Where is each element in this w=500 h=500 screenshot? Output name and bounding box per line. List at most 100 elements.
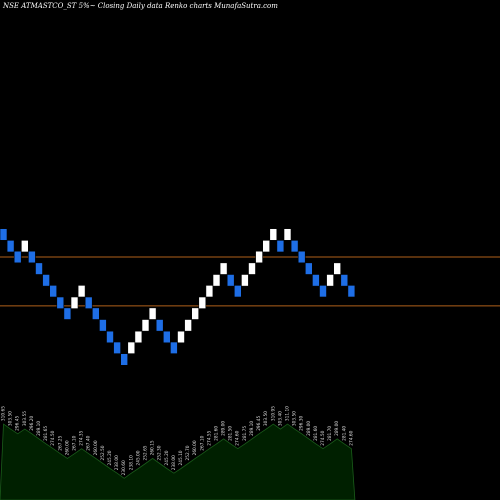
- volume-label: 245.00: [135, 450, 141, 465]
- volume-label: 281.75: [242, 426, 248, 441]
- volume-label: 281.65: [43, 426, 49, 441]
- volume-label: 296.45: [15, 415, 21, 430]
- brick-down: [84, 296, 93, 309]
- brick-down: [234, 285, 242, 298]
- volume-label: 274.60: [235, 430, 241, 445]
- volume-label: 238.00: [171, 455, 177, 470]
- brick-down: [155, 319, 164, 332]
- brick-down: [347, 285, 356, 298]
- brick-up: [148, 307, 157, 320]
- volume-label: 238.10: [128, 455, 134, 470]
- brick-down: [56, 296, 65, 309]
- brick-down: [13, 250, 22, 264]
- brick-up: [241, 274, 249, 287]
- volume-area-path: [0, 423, 356, 500]
- volume-label: 281.70: [327, 426, 333, 441]
- brick-down: [290, 240, 299, 253]
- brick-down: [42, 274, 50, 287]
- volume-label: 289.00: [334, 421, 340, 436]
- brick-down: [319, 285, 327, 298]
- volume-label: 281.50: [228, 426, 234, 441]
- brick-down: [28, 250, 36, 264]
- brick-down: [99, 319, 107, 332]
- volume-label: 274.35: [79, 430, 85, 445]
- volume-label: 274.50: [320, 430, 326, 445]
- brick-up: [141, 319, 150, 332]
- brick-up: [70, 296, 79, 309]
- brick-down: [35, 262, 43, 275]
- volume-labels: 310.65 303.50 296.45 303.55 296.20 289.10 281.…: [0, 406, 354, 476]
- volume-label: 310.95: [270, 406, 276, 421]
- brick-up: [134, 330, 143, 344]
- chart-title: NSE ATMASTCO_ST 5%: [3, 2, 90, 10]
- volume-label: 245.20: [107, 450, 113, 465]
- volume-label: 274.60: [348, 430, 354, 445]
- volume-label: 289.10: [249, 421, 255, 436]
- brick-up: [20, 240, 29, 253]
- brick-up: [269, 228, 278, 241]
- brick-down: [312, 274, 320, 287]
- volume-label: 303.55: [22, 411, 28, 426]
- volume-label: 296.45: [256, 415, 262, 430]
- brick-down: [170, 341, 178, 354]
- brick-down: [6, 240, 15, 253]
- volume-label: 311.10: [284, 406, 290, 421]
- volume-label: 252.70: [185, 445, 191, 460]
- brick-up: [255, 250, 263, 264]
- brick-up: [191, 307, 199, 320]
- volume-label: 260.15: [150, 440, 156, 455]
- volume-label: 267.40: [86, 435, 92, 450]
- volume-label: 296.30: [299, 415, 305, 430]
- brick-up: [212, 274, 221, 287]
- volume-label: 252.65: [142, 445, 148, 460]
- volume-label: 260.00: [93, 440, 99, 455]
- brick-down: [113, 341, 121, 354]
- volume-label: 267.10: [72, 435, 78, 450]
- volume-label: 267.25: [57, 435, 63, 450]
- chart-subtitle: Closing Daily data Renko charts MunafaSu…: [97, 2, 278, 10]
- brick-up: [262, 240, 271, 253]
- volume-label: 230.60: [121, 460, 127, 475]
- chart-title-row: NSE ATMASTCO_ST 5%~ Closing Daily data R…: [3, 2, 278, 10]
- volume-label: 238.00: [114, 455, 120, 470]
- volume-label: 281.40: [341, 426, 347, 441]
- volume-label: 281.60: [214, 426, 220, 441]
- volume-area: [0, 423, 356, 500]
- title-separator: ~: [89, 2, 98, 10]
- brick-up: [77, 285, 86, 298]
- volume-label: 303.50: [263, 411, 269, 426]
- volume-label: 289.00: [306, 421, 312, 436]
- volume-label: 274.50: [50, 430, 56, 445]
- brick-up: [248, 262, 256, 275]
- volume-label: 252.50: [100, 445, 106, 460]
- brick-down: [297, 250, 306, 264]
- volume-label: 303.40: [277, 411, 283, 426]
- brick-down: [92, 307, 100, 320]
- brick-up: [177, 330, 185, 344]
- volume-label: 245.10: [178, 450, 184, 465]
- volume-label: 303.50: [292, 411, 298, 426]
- brick-down: [163, 330, 171, 344]
- brick-down: [120, 353, 128, 366]
- brick-down: [276, 240, 285, 253]
- brick-up: [333, 262, 342, 275]
- brick-down: [63, 307, 72, 320]
- brick-up: [205, 285, 214, 298]
- reference-lines: [0, 256, 500, 307]
- volume-label: 267.10: [199, 435, 205, 450]
- brick-down: [106, 330, 114, 344]
- brick-up: [184, 319, 192, 332]
- brick-up: [127, 341, 136, 354]
- volume-label: 260.00: [64, 440, 70, 455]
- brick-down: [49, 285, 58, 298]
- brick-down: [0, 228, 8, 241]
- brick-up: [326, 274, 334, 287]
- brick-up: [198, 296, 207, 309]
- volume-label: 289.00: [221, 421, 227, 436]
- volume-label: 274.55: [206, 430, 212, 445]
- brick-up: [219, 262, 228, 275]
- volume-label: 303.50: [8, 411, 14, 426]
- renko-bricks: [0, 228, 356, 366]
- volume-label: 296.20: [29, 415, 35, 430]
